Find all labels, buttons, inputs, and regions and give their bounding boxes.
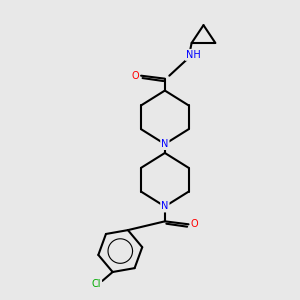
Text: N: N (161, 139, 169, 149)
Text: Cl: Cl (92, 279, 101, 289)
Text: O: O (131, 71, 139, 81)
Text: O: O (191, 219, 198, 229)
Text: N: N (161, 202, 169, 212)
Text: NH: NH (186, 50, 200, 60)
